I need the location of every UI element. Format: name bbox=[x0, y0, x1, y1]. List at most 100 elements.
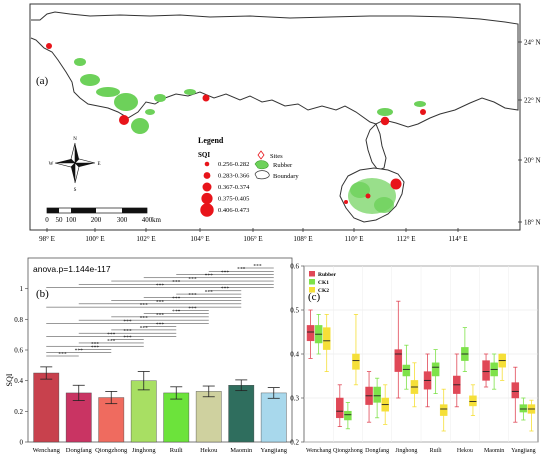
lon-tick-label: 106° E bbox=[243, 235, 262, 243]
significance-label: *** bbox=[188, 276, 197, 282]
box-ck1-maomin bbox=[490, 353, 498, 390]
box-ck1-yangjiang bbox=[519, 397, 528, 421]
scale-label: 100 bbox=[66, 216, 77, 224]
significance-label: *** bbox=[140, 325, 149, 331]
box-x-tick-label: Jinghong bbox=[395, 448, 417, 454]
box-ck2-dongfang bbox=[381, 384, 389, 425]
site-marker bbox=[119, 115, 129, 125]
significance-label: *** bbox=[237, 267, 246, 273]
site-markers bbox=[46, 43, 426, 204]
box-body bbox=[482, 360, 490, 381]
box-ck2-yangjiang bbox=[527, 399, 536, 432]
box-ck1-ruili bbox=[431, 349, 440, 395]
bar-chart-panel: anova.p=1.144e-117 (b) SQI 0 0.2 0.4 0.6 0.8… bbox=[5, 257, 293, 454]
box-rubber-hekou bbox=[453, 353, 461, 408]
box-body bbox=[352, 353, 360, 370]
bar-y-tick-label: 1 bbox=[20, 285, 24, 293]
boundary-legend-icon bbox=[254, 170, 270, 180]
lat-tick-label: 20° N bbox=[524, 157, 541, 165]
lon-tick-label: 100° E bbox=[85, 235, 104, 243]
lon-tick-label: 104° E bbox=[190, 235, 209, 243]
significance-label: *** bbox=[221, 286, 230, 292]
box-rubber-wenchang bbox=[306, 309, 315, 359]
box-body bbox=[402, 364, 411, 377]
sqi-class-marker bbox=[203, 172, 211, 179]
significance-label: *** bbox=[91, 342, 100, 348]
scale-label: 300 bbox=[117, 216, 128, 224]
significance-label: *** bbox=[156, 283, 165, 289]
map-ticks: 98° E 100° E 102° E 104° E 106° E 108° E 110° … bbox=[39, 39, 541, 244]
box-rubber-maomin bbox=[482, 353, 490, 388]
lon-tick-label: 108° E bbox=[293, 235, 312, 243]
bar-x-tick-label: Jinghong bbox=[132, 447, 157, 454]
box-body bbox=[394, 349, 403, 372]
sqi-class-marker bbox=[200, 203, 214, 217]
scale-label: 200 bbox=[91, 216, 102, 224]
box-rubber-yangjiang bbox=[511, 366, 520, 423]
box-body bbox=[519, 404, 528, 413]
significance-label: *** bbox=[140, 316, 149, 322]
lat-tick-label: 18° N bbox=[524, 219, 541, 227]
significance-label: *** bbox=[156, 312, 165, 318]
sqi-class-marker bbox=[204, 161, 210, 167]
box-rubber-dongfang bbox=[365, 371, 373, 423]
rubber-legend-icon bbox=[254, 160, 269, 170]
significance-label: *** bbox=[107, 332, 116, 338]
significance-label: *** bbox=[123, 335, 132, 341]
significance-label: *** bbox=[188, 293, 197, 299]
box-x-tick-label: Dongfang bbox=[365, 447, 389, 454]
sqi-class-label: 0.367-0.374 bbox=[218, 184, 250, 191]
significance-label: *** bbox=[172, 309, 181, 315]
box-body bbox=[344, 410, 352, 421]
scale-label: 400 bbox=[142, 216, 153, 224]
significance-label: *** bbox=[156, 299, 165, 305]
bar-y-axis-label: SQI bbox=[5, 373, 14, 386]
north-arrow-icon: N S E W bbox=[49, 137, 101, 193]
box-legend-label: Rubber bbox=[318, 272, 337, 278]
significance-label: *** bbox=[205, 289, 214, 295]
bar-x-tick-label: Hekou bbox=[200, 447, 218, 454]
box-y-tick-label: 0.6 bbox=[290, 263, 299, 271]
significance-label: *** bbox=[140, 303, 149, 309]
bar-y-tick-label: 0.6 bbox=[14, 347, 23, 355]
box-body bbox=[439, 404, 448, 416]
site-marker bbox=[380, 116, 390, 126]
box-x-tick-label: Wenchang bbox=[306, 448, 331, 454]
significance-label: *** bbox=[221, 270, 230, 276]
lon-tick-label: 98° E bbox=[39, 235, 55, 243]
lon-tick-label: 114° E bbox=[448, 235, 467, 243]
bar-hekou bbox=[195, 391, 222, 443]
bar-yangjiang bbox=[260, 392, 287, 443]
box-ck2-wenchang bbox=[322, 313, 331, 373]
legend-title: Legend bbox=[198, 136, 224, 145]
west-label: W bbox=[49, 162, 54, 167]
box-body bbox=[469, 395, 477, 407]
scale-bar: 0 50 100 200 300 400 km bbox=[45, 207, 162, 224]
significance-label: *** bbox=[91, 345, 100, 351]
significance-label: *** bbox=[188, 306, 197, 312]
box-ck2-qiongzhong bbox=[352, 313, 360, 386]
box-x-tick-label: Hekou bbox=[457, 448, 473, 454]
significance-label: *** bbox=[123, 329, 132, 335]
site-marker bbox=[46, 43, 52, 49]
box-x-tick-label: Ruili bbox=[430, 448, 442, 454]
box-legend-label: CK2 bbox=[318, 288, 329, 294]
box-rubber-qiongzhong bbox=[336, 384, 344, 428]
box-ck2-hekou bbox=[469, 384, 477, 417]
lon-tick-label: 110° E bbox=[344, 235, 363, 243]
significance-label: *** bbox=[75, 348, 84, 354]
legend-rubber-label: Rubber bbox=[273, 162, 293, 169]
legend-boundary-label: Boundary bbox=[273, 173, 299, 180]
significance-label: *** bbox=[123, 319, 132, 325]
box-ck1-dongfang bbox=[373, 377, 381, 419]
bar-x-tick-label: Ruili bbox=[170, 447, 183, 454]
lon-tick-label: 112° E bbox=[396, 235, 415, 243]
box-ck2-maomin bbox=[498, 353, 506, 381]
bar-y-tick-label: 0 bbox=[20, 439, 24, 447]
panel-a-label: (a) bbox=[36, 75, 49, 87]
sqi-class-label: 0.406-0.473 bbox=[218, 207, 249, 214]
box-legend-swatch bbox=[309, 271, 315, 277]
box-legend-label: CK1 bbox=[318, 280, 329, 286]
box-x-tick-label: Qiongzhong bbox=[333, 448, 363, 454]
box-y-tick-label: 0.3 bbox=[290, 395, 299, 403]
